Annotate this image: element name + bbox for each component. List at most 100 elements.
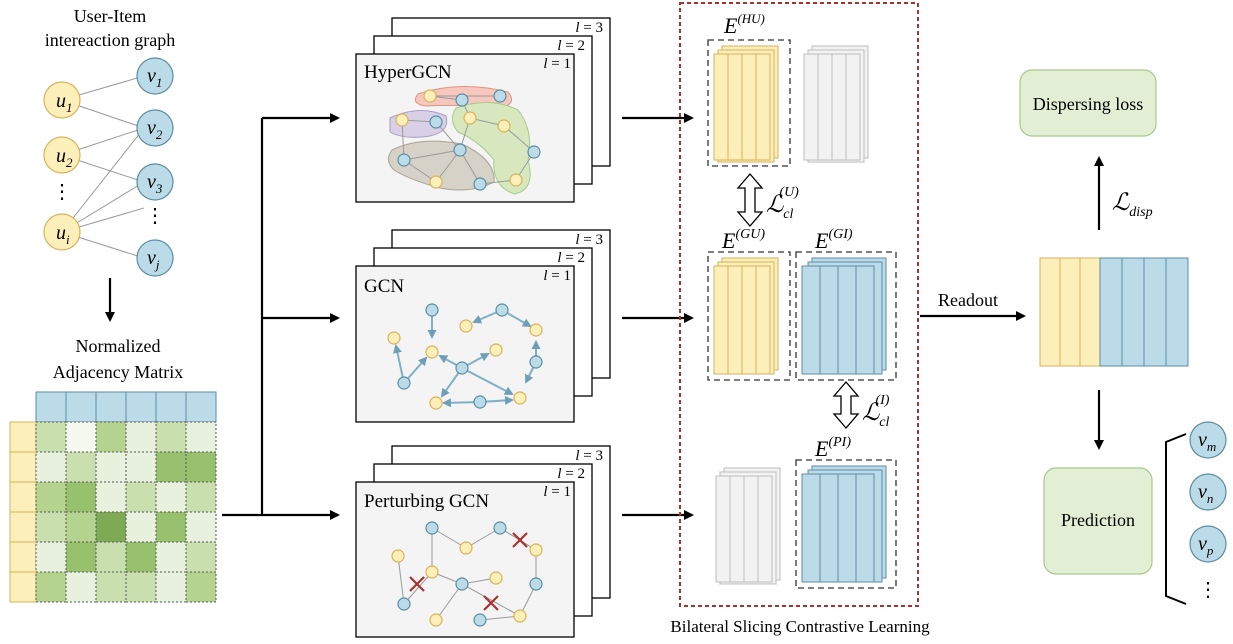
matrix-cell xyxy=(125,481,157,513)
e-gu-stack xyxy=(713,257,779,375)
svg-text:vm: vm xyxy=(1198,429,1216,454)
matrix-cell xyxy=(35,541,67,573)
perturbing-gcn-panel: l = 3 l = 2 l = 1 Perturbing GCN xyxy=(355,445,611,638)
layer-label: l = 2 xyxy=(557,38,585,54)
cross-icon xyxy=(483,595,499,611)
matrix-cell xyxy=(125,541,157,573)
hyperedge xyxy=(452,101,531,195)
matrix-cell xyxy=(155,571,187,603)
graph-title-line1: User-Item xyxy=(74,6,147,26)
matrix-cell xyxy=(95,571,127,603)
matrix-cell xyxy=(95,541,127,573)
hypergcn-nodes xyxy=(395,89,541,191)
matrix-cell xyxy=(65,421,97,453)
dispersing-loss-label: Dispersing loss xyxy=(1033,94,1144,114)
user-ellipsis: ⋮ xyxy=(52,181,72,203)
e-gi-label: E(GI) xyxy=(814,227,853,253)
matrix-cell xyxy=(185,481,217,513)
matrix-cell xyxy=(155,511,187,543)
matrix-cell xyxy=(35,421,67,453)
bscl-label: Bilateral Slicing Contrastive Learning xyxy=(670,617,930,636)
item-node: v1 xyxy=(136,57,174,95)
layer-label: l = 3 xyxy=(575,232,603,248)
matrix-cell xyxy=(35,451,67,483)
layer-label: l = 1 xyxy=(543,484,571,500)
gray-stack xyxy=(715,467,781,585)
cross-icon xyxy=(512,532,528,548)
perturbing-gcn-title: Perturbing GCN xyxy=(364,491,489,512)
branch-arrows xyxy=(222,113,340,520)
loss-disp: ℒdisp xyxy=(1112,190,1153,220)
matrix-cell xyxy=(35,511,67,543)
e-gu-box xyxy=(707,251,791,381)
predicted-item: vn xyxy=(1189,473,1227,511)
matrix-header-cell xyxy=(35,391,67,423)
item-node: v3 xyxy=(136,163,174,201)
user-node-label: ui xyxy=(56,222,70,247)
gcn-panel: l = 3 l = 2 l = 1 GCN xyxy=(355,229,611,423)
matrix-cell xyxy=(65,451,97,483)
matrix-title-line2: Adjacency Matrix xyxy=(53,362,183,382)
matrix-row-cell xyxy=(9,481,37,513)
removed-edge-marks xyxy=(409,532,528,611)
loss-cl-i: ℒcl(I) xyxy=(862,393,890,430)
user-node-label: u1 xyxy=(56,90,73,115)
e-gi-stack xyxy=(801,257,887,375)
matrix-cell xyxy=(185,421,217,453)
predicted-item: vp xyxy=(1189,525,1227,563)
layer-label: l = 1 xyxy=(543,56,571,72)
matrix-header-cell xyxy=(95,391,127,423)
user-node-label: u2 xyxy=(56,145,73,170)
hypergcn-title: HyperGCN xyxy=(364,62,452,83)
layer-label: l = 3 xyxy=(575,20,603,36)
matrix-cell xyxy=(95,511,127,543)
matrix-cell xyxy=(95,451,127,483)
gray-stack xyxy=(803,45,869,163)
prediction-label: Prediction xyxy=(1061,510,1135,530)
layer-label: l = 2 xyxy=(557,466,585,482)
matrix-cell xyxy=(35,481,67,513)
double-arrow-i xyxy=(832,381,860,429)
svg-text:vn: vn xyxy=(1198,481,1213,506)
item-node-label: vj xyxy=(147,247,160,272)
loss-cl-u: ℒcl(U) xyxy=(766,185,799,222)
hyperedge xyxy=(388,140,495,191)
graph-title-line2: intereaction graph xyxy=(45,30,175,50)
e-hu-label: E(HU) xyxy=(723,11,765,38)
matrix-cell xyxy=(155,481,187,513)
cross-icon xyxy=(409,576,425,592)
item-node: vj xyxy=(136,239,174,277)
matrix-header-cell xyxy=(185,391,217,423)
matrix-cell xyxy=(35,571,67,603)
e-gu-label: E(GU) xyxy=(721,227,765,253)
e-gi-box xyxy=(795,251,897,381)
matrix-cell xyxy=(65,541,97,573)
item-node-label: v1 xyxy=(147,65,162,90)
e-hu-box xyxy=(707,39,791,167)
final-embedding xyxy=(1039,257,1189,367)
prediction-bracket xyxy=(1165,433,1187,605)
matrix-header-cell xyxy=(155,391,187,423)
matrix-row-cell xyxy=(9,421,37,453)
e-pi-stack xyxy=(801,465,887,583)
layer-label: l = 3 xyxy=(575,448,603,464)
e-pi-label: E(PI) xyxy=(814,435,851,461)
bscl-frame xyxy=(679,2,919,607)
layer-label: l = 1 xyxy=(543,268,571,284)
matrix-cell xyxy=(185,571,217,603)
matrix-cell xyxy=(155,421,187,453)
item-node-label: v3 xyxy=(147,171,163,196)
matrix-cell xyxy=(125,571,157,603)
matrix-cell xyxy=(65,511,97,543)
matrix-cell xyxy=(185,451,217,483)
matrix-cell xyxy=(95,421,127,453)
matrix-row-cell xyxy=(9,541,37,573)
panel-to-bscl-arrows xyxy=(622,113,694,520)
e-pi-box xyxy=(795,459,897,589)
prediction-box: Prediction xyxy=(1043,467,1153,575)
hypergcn-panel: l = 3 l = 2 l = 1 HyperGCN xyxy=(355,17,611,203)
matrix-header-cell xyxy=(125,391,157,423)
matrix-header-cell xyxy=(65,391,97,423)
readout-label: Readout xyxy=(938,290,998,310)
